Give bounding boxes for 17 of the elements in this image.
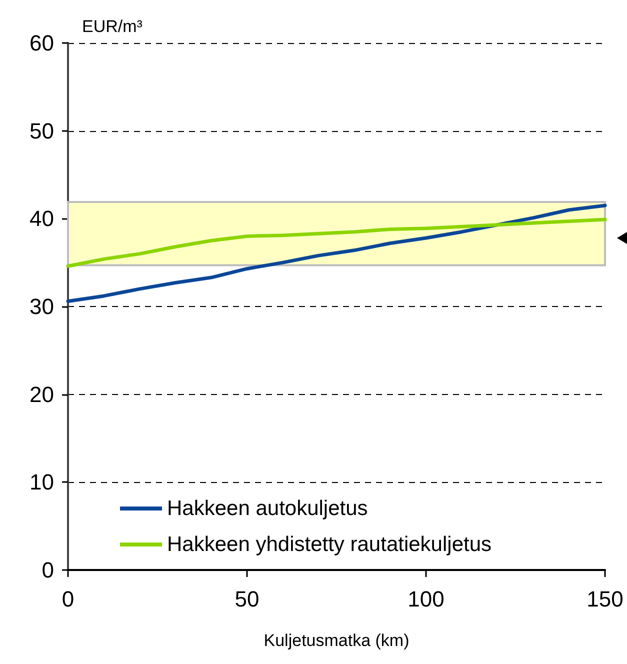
line-series [66,218,607,268]
y-tick-label: 60 [30,30,54,56]
x-axis-title: Kuljetusmatka (km) [264,631,410,650]
legend-label: Hakkeen autokuljetus [167,497,368,520]
y-tick-label: 50 [30,118,54,144]
x-tick-label: 100 [408,586,444,612]
y-tick-label: 20 [30,382,54,407]
y-tick-label: 0 [42,558,54,582]
y-tick-label: 10 [30,470,54,495]
line-series [66,204,607,303]
y-tick-label: 40 [30,206,54,232]
x-tick-label: 0 [62,586,74,612]
y-axis-title: EUR/m³ [82,17,143,36]
y-tick-label: 30 [30,294,54,319]
legend-label: Hakkeen yhdistetty rautatiekuljetus [167,533,492,556]
x-tick-label: 150 [586,586,624,612]
x-tick-label: 50 [234,586,260,612]
